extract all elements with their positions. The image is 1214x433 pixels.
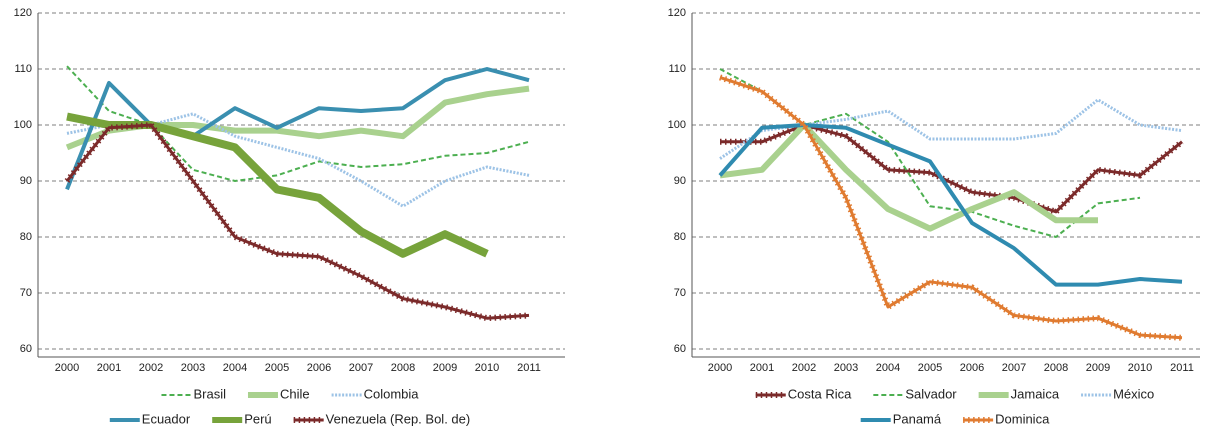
series-line	[719, 122, 1098, 232]
series-line	[65, 67, 530, 191]
y-tick-label: 60	[674, 343, 686, 355]
legend-item: Costa Rica	[755, 386, 852, 401]
x-tick-label: 2009	[433, 362, 457, 374]
y-tick-label: 120	[14, 7, 32, 19]
x-tick-label: 2011	[1170, 362, 1194, 374]
x-tick-label: 2001	[750, 362, 774, 374]
legend-label: Ecuador	[142, 411, 191, 426]
x-tick-label: 2000	[55, 362, 79, 374]
x-tick-label: 2004	[876, 362, 900, 374]
y-tick-label: 120	[668, 7, 686, 19]
x-tick-label: 2007	[1002, 362, 1026, 374]
y-tick-label: 80	[20, 231, 32, 243]
y-tick-label: 110	[668, 63, 686, 75]
x-tick-label: 2008	[1044, 362, 1068, 374]
y-tick-label: 70	[674, 287, 686, 299]
legend-label: Perú	[244, 411, 271, 426]
x-tick-label: 2005	[918, 362, 942, 374]
x-tick-label: 2006	[960, 362, 984, 374]
legend-item: Panamá	[860, 411, 942, 426]
legend-label: Panamá	[893, 411, 942, 426]
x-tick-label: 2009	[1086, 362, 1110, 374]
legend-label: Salvador	[905, 386, 957, 401]
legend-item: Salvador	[873, 386, 957, 401]
series-line	[718, 123, 1183, 287]
series-markers	[719, 74, 1183, 341]
chart: 60 70 80 90 100 110 120 2000 2001 2002 2003 2004 200…	[668, 7, 1200, 426]
x-tick-label: 2004	[223, 362, 247, 374]
x-tick-label: 2008	[391, 362, 415, 374]
legend-item: Chile	[247, 386, 310, 401]
series-line	[719, 68, 1141, 238]
series-line	[719, 98, 1183, 160]
y-tick-label: 100	[14, 119, 32, 131]
series-line	[719, 75, 1183, 340]
y-tick-label: 100	[668, 119, 686, 131]
y-tick-label: 80	[674, 231, 686, 243]
y-tick-label: 60	[20, 343, 32, 355]
legend-item: México	[1081, 386, 1154, 401]
legend-label: Dominica	[995, 411, 1050, 426]
y-tick-label: 110	[14, 63, 32, 75]
x-tick-label: 2002	[139, 362, 163, 374]
legend-label: México	[1113, 386, 1154, 401]
legend-item: Ecuador	[109, 411, 191, 426]
legend-label: Venezuela (Rep. Bol. de)	[326, 411, 471, 426]
series-line	[65, 123, 530, 320]
x-tick-label: 2003	[181, 362, 205, 374]
series-line	[66, 112, 489, 258]
x-tick-label: 2003	[834, 362, 858, 374]
x-tick-label: 2007	[349, 362, 373, 374]
x-tick-label: 2005	[265, 362, 289, 374]
x-tick-label: 2001	[97, 362, 121, 374]
chart: 60 70 80 90 100 110 120 2000 2001 2002 2003 2004 200…	[14, 7, 565, 426]
legend-label: Costa Rica	[788, 386, 852, 401]
x-tick-label: 2000	[708, 362, 732, 374]
x-tick-label: 2010	[475, 362, 499, 374]
x-tick-label: 2010	[1128, 362, 1152, 374]
legend-item: Venezuela (Rep. Bol. de)	[293, 411, 471, 426]
series-markers	[64, 121, 530, 322]
legend-item: Jamaica	[978, 386, 1060, 401]
legend-label: Colombia	[364, 386, 420, 401]
x-tick-label: 2011	[517, 362, 541, 374]
legend-item: Brasil	[161, 386, 226, 401]
legend-item: Colombia	[331, 386, 420, 401]
x-tick-label: 2006	[307, 362, 331, 374]
legend-label: Chile	[280, 386, 310, 401]
legend-label: Brasil	[193, 386, 226, 401]
series-markers	[720, 121, 1184, 216]
legend-item: Perú	[212, 411, 272, 426]
legend-item: Dominica	[963, 411, 1050, 426]
legend-label: Jamaica	[1011, 386, 1060, 401]
y-tick-label: 70	[20, 287, 32, 299]
y-tick-label: 90	[674, 175, 686, 187]
x-tick-label: 2002	[792, 362, 816, 374]
y-tick-label: 90	[20, 175, 32, 187]
